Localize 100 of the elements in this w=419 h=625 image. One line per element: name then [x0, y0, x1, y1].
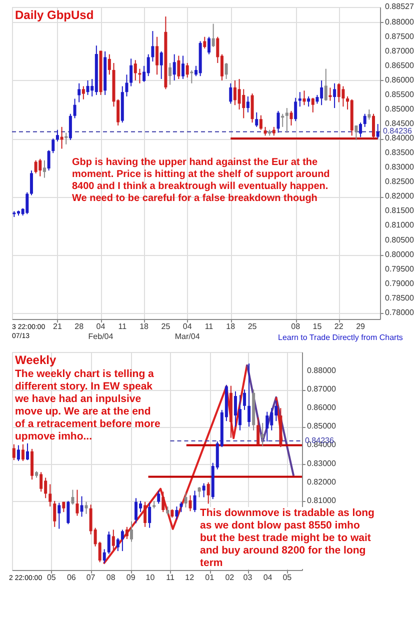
annotation: This downmove is tradable as long as we dont blow past 8550 imho but the best trade might be to wait and buy around 8200 for the long term — [200, 507, 374, 569]
candlestick — [162, 491, 165, 513]
candlestick — [337, 82, 340, 103]
candlestick — [294, 97, 298, 122]
x-tick-label: 04 — [263, 573, 273, 582]
candlestick — [285, 108, 288, 134]
y-tick-label: 0.85000 — [307, 422, 336, 431]
candlestick — [134, 60, 137, 81]
candlestick — [58, 502, 61, 530]
candlestick — [193, 490, 196, 513]
candlestick — [120, 529, 124, 552]
candlestick — [48, 484, 52, 507]
x-tick-label: 25 — [161, 322, 171, 331]
candlestick — [108, 54, 111, 76]
candlestick — [16, 444, 20, 462]
candlestick — [157, 490, 160, 504]
candlestick — [156, 36, 159, 76]
candlestick — [359, 122, 362, 138]
candlestick — [376, 124, 380, 140]
x-tick-label: 03 — [243, 573, 253, 582]
y-tick-label: 0.79500 — [385, 264, 414, 274]
candlestick — [238, 78, 241, 110]
candlestick — [56, 129, 59, 142]
y-tick-label: 0.80000 — [385, 250, 414, 259]
x-tick-label: 15 — [312, 322, 322, 331]
x-tick-label: 05 — [46, 573, 56, 582]
y-tick-label: 0.78000 — [385, 308, 414, 317]
y-tick-label: 0.88000 — [307, 366, 336, 375]
y-tick-label: 0.83500 — [385, 148, 414, 158]
annotation: The weekly chart is telling a different story. In EW speak we have had an inpulsive move up. We are at the end of a retracement before more upmove imho... — [14, 368, 160, 442]
candlestick — [34, 160, 38, 174]
y-tick-label: 0.87000 — [385, 46, 414, 56]
x-tick-label: 02 — [225, 573, 235, 582]
y-tick-label: 0.87500 — [385, 32, 414, 41]
x-tick-label: 12 — [185, 573, 195, 582]
candlestick — [68, 113, 72, 140]
candlestick — [177, 55, 180, 80]
candlestick — [30, 170, 33, 196]
candlestick — [82, 86, 85, 100]
candlestick — [21, 444, 24, 462]
candlestick — [302, 90, 306, 106]
x-tick-label: 21 — [53, 322, 62, 331]
x-tick-label: 11 — [118, 322, 128, 331]
candlestick — [198, 486, 201, 498]
candlestick — [203, 36, 206, 49]
candlestick — [186, 62, 189, 78]
candlestick — [333, 82, 336, 109]
candlestick — [363, 113, 366, 128]
candlestick — [71, 489, 74, 506]
candlestick — [102, 548, 106, 564]
x-tick-label: 29 — [356, 322, 366, 331]
y-tick-label: 0.81000 — [385, 220, 414, 230]
candlestick — [53, 500, 56, 528]
candlestick — [78, 82, 81, 103]
candlestick — [298, 92, 302, 108]
y-tick-label: 0.82000 — [307, 477, 336, 486]
candlestick — [52, 138, 55, 154]
x-tick-label: 09 — [126, 573, 136, 582]
candlestick — [146, 54, 150, 77]
x-tick-label: 06 — [66, 573, 76, 582]
candlestick — [255, 112, 258, 128]
candlestick — [290, 110, 293, 126]
y-tick-label: 0.84000 — [385, 134, 414, 143]
x-tick-label: 11 — [166, 573, 175, 582]
candlestick — [224, 62, 228, 80]
text: Learn to Trade Directly from Charts — [278, 333, 403, 342]
candlestick — [86, 80, 90, 96]
candlestick — [148, 502, 152, 528]
x-tick-label: 25 — [248, 322, 258, 331]
candlestick — [206, 482, 210, 504]
y-tick-label: 0.79000 — [385, 278, 414, 288]
x-tick-label: 04 Mar/04 — [174, 322, 200, 341]
candlestick — [184, 492, 188, 508]
candlestick — [125, 74, 128, 97]
candlestick — [80, 496, 84, 518]
candlestick — [342, 86, 345, 108]
y-tick-label: 0.87000 — [307, 384, 336, 394]
candlestick — [259, 114, 262, 130]
candlestick — [372, 113, 376, 140]
annotation: Gbp is having the upper hand against the Eur at the moment. Price is hitting at the shelf of support around 8400 and I think a breaktrough will eventually happen. We need to be careful for a false breakdown though — [72, 157, 330, 204]
candlestick — [26, 192, 29, 215]
y-tick-label: 0.85000 — [385, 104, 414, 114]
x-tick-label: 11 — [204, 322, 214, 331]
x-tick-label: 04 Feb/04 — [88, 322, 114, 341]
candlestick — [168, 62, 172, 86]
candlestick — [151, 30, 154, 62]
x-tick-label: 10 — [146, 573, 156, 582]
candlestick — [42, 160, 46, 178]
y-tick-label: 0.81500 — [385, 206, 414, 216]
candlestick — [276, 110, 280, 134]
candlestick — [144, 501, 147, 528]
candlestick — [190, 70, 194, 84]
candlestick — [238, 394, 242, 431]
y-tick-label: 0.86000 — [307, 403, 336, 412]
candlestick — [38, 158, 42, 177]
x-tick-label: 01 — [205, 573, 215, 582]
y-tick-label: 0.86000 — [385, 75, 414, 84]
x-tick-label: 08 — [106, 573, 116, 582]
candlestick — [307, 96, 310, 108]
candlestick — [73, 98, 76, 119]
